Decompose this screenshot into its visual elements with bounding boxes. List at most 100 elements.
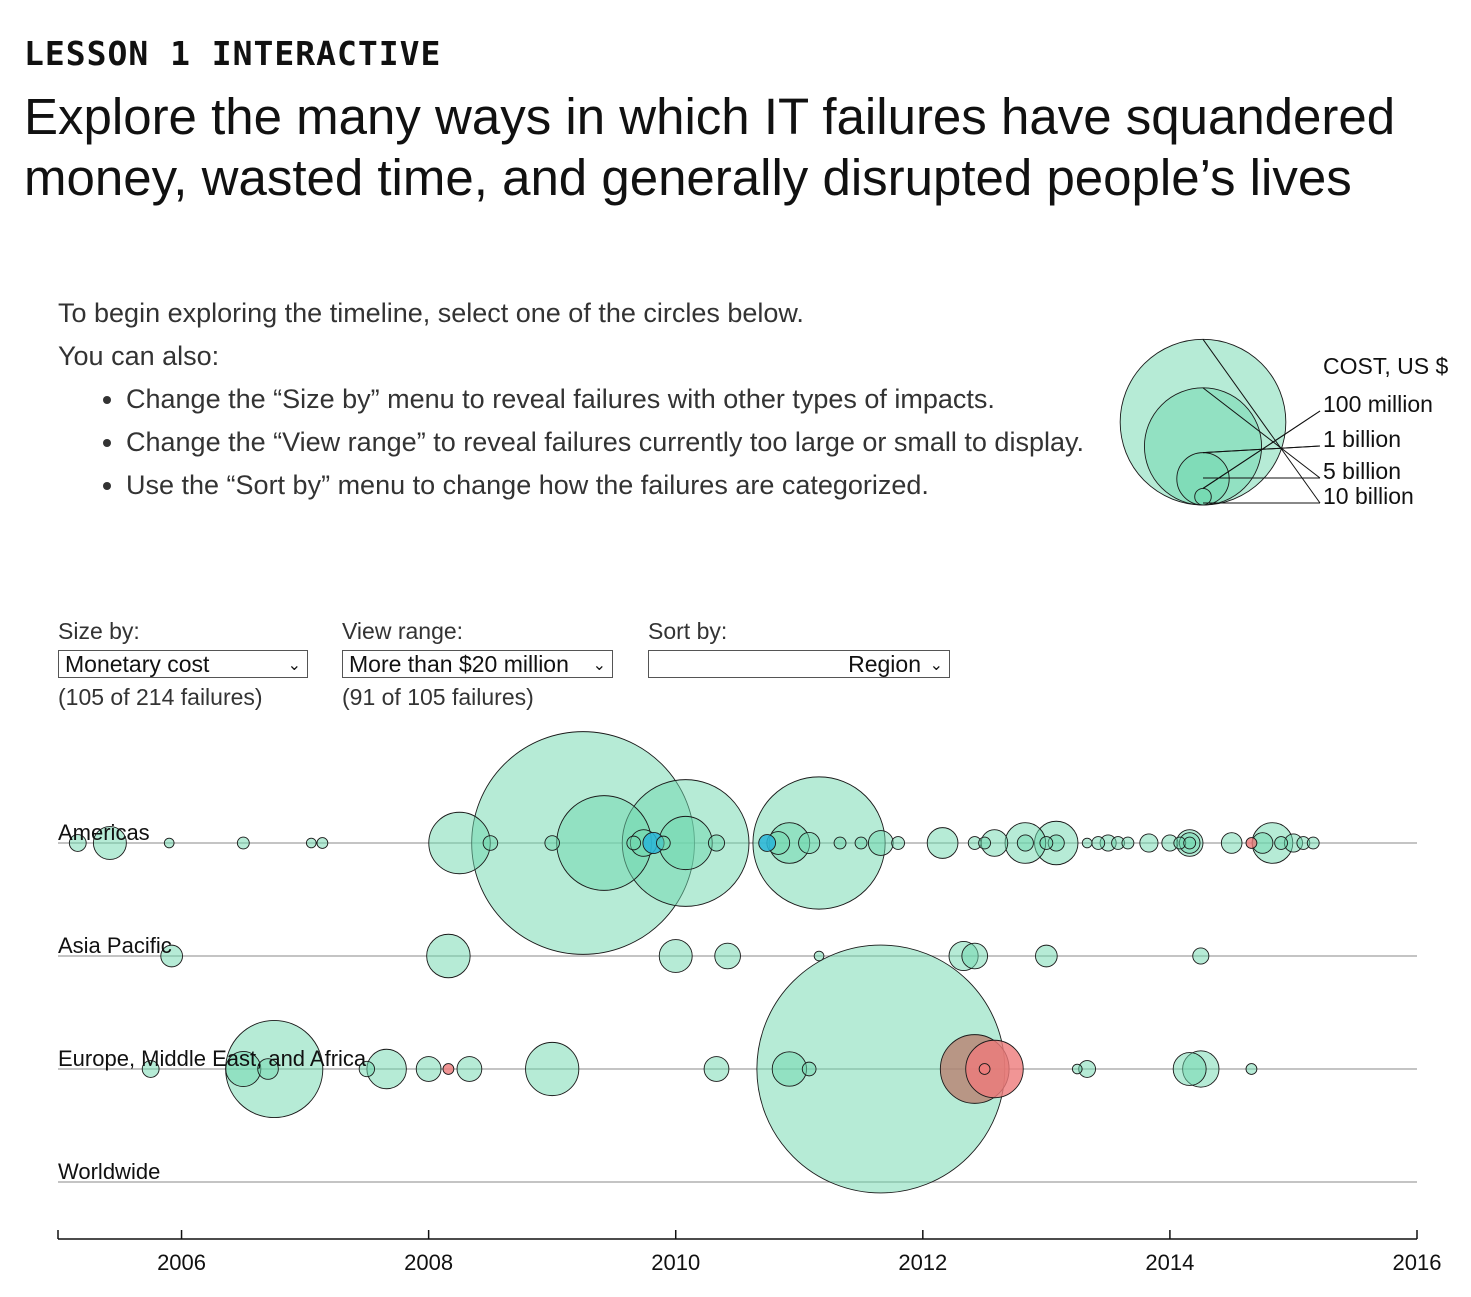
sort-by-select[interactable]: Region ⌄ [648,650,950,678]
row-label: Americas [58,820,150,845]
failure-bubble[interactable] [236,836,250,850]
failure-bubble[interactable] [482,835,499,851]
failure-bubble[interactable] [965,1039,1024,1099]
failure-bubble[interactable] [961,942,989,970]
failure-bubble[interactable] [1016,834,1034,852]
sort-by-label: Sort by: [648,618,728,644]
x-tick-label: 2006 [157,1250,206,1275]
failure-bubble[interactable] [703,1056,730,1082]
failure-bubble[interactable] [714,942,741,970]
legend-leader [1202,445,1321,454]
failure-timeline-chart: Americas Asia Pacific Europe, Middle East,… [57,731,1442,1275]
view-range-control: View range: More than $20 million ⌄ (91 … [342,616,613,711]
failure-bubble[interactable] [141,1060,160,1078]
failure-bubble[interactable] [707,834,726,852]
x-tick-label: 2012 [898,1250,947,1275]
failure-bubble[interactable] [813,950,825,962]
row-label: Europe, Middle East, and Africa [58,1046,367,1071]
size-by-select[interactable]: Monetary cost ⌄ [58,650,308,678]
failure-bubble[interactable] [926,827,959,859]
failure-bubble[interactable] [92,826,127,860]
failure-bubble[interactable] [1091,836,1106,850]
failure-bubble[interactable] [658,939,693,973]
failure-bubbles [68,731,1320,1194]
view-range-count: (91 of 105 failures) [342,684,534,710]
page-title: Explore the many ways in which IT failur… [24,88,1396,206]
failure-bubble[interactable] [442,1063,455,1075]
failure-bubble[interactable] [978,1063,991,1075]
failure-bubble[interactable] [525,1041,580,1097]
lesson-kicker: LESSON 1 INTERACTIVE [24,34,442,73]
x-tick-label: 2010 [651,1250,700,1275]
failure-bubble[interactable] [798,831,821,855]
instruction-item: Change the “View range” to reveal failur… [126,421,1098,464]
instruction-list: Change the “Size by” menu to reveal fail… [58,378,1098,507]
failure-bubble[interactable] [1035,944,1058,968]
failure-bubble[interactable] [1192,947,1210,965]
row-labels: Americas Asia Pacific Europe, Middle East,… [58,820,367,1184]
failure-bubble[interactable] [415,1056,442,1082]
intro-line: To begin exploring the timeline, select … [58,298,804,328]
failure-bubble[interactable] [1081,837,1093,849]
failure-bubble[interactable] [978,836,991,850]
failure-bubble[interactable] [160,944,183,968]
chevron-down-icon: ⌄ [592,657,606,674]
instructions: To begin exploring the timeline, select … [58,292,1098,507]
failure-bubble[interactable] [1172,1052,1207,1086]
failure-bubble[interactable] [1121,836,1135,850]
row-label: Worldwide [58,1159,160,1184]
legend-label: 100 million [1323,391,1433,417]
failure-bubble[interactable] [854,836,868,850]
size-by-control: Size by: Monetary cost ⌄ (105 of 214 fai… [58,616,308,711]
legend-leader [1202,339,1321,504]
x-tick-label: 2016 [1393,1250,1442,1275]
failure-bubble[interactable] [1039,836,1054,850]
failure-bubble[interactable] [68,834,87,852]
failure-bubble[interactable] [1183,836,1197,850]
intro-line: You can also: [58,341,220,371]
failure-bubble[interactable] [316,837,329,849]
failure-bubble[interactable] [257,1058,279,1080]
view-range-select[interactable]: More than $20 million ⌄ [342,650,613,678]
failure-bubble[interactable] [305,837,317,849]
chevron-down-icon: ⌄ [287,657,301,674]
failure-bubble[interactable] [1245,837,1258,849]
failure-bubble[interactable] [626,835,642,851]
failure-bubble[interactable] [1220,832,1243,854]
failure-bubble[interactable] [1139,833,1159,853]
legend-label: 1 billion [1323,426,1401,452]
chevron-down-icon: ⌄ [929,657,943,674]
failure-bubble[interactable] [833,836,847,850]
view-range-label: View range: [342,618,464,644]
failure-bubble[interactable] [428,811,491,875]
failure-bubble[interactable] [891,836,905,850]
failure-bubble[interactable] [1274,836,1288,850]
instruction-item: Change the “Size by” menu to reveal fail… [126,378,1098,421]
failure-bubble[interactable] [456,1056,483,1082]
failure-bubble[interactable] [758,834,777,852]
sort-by-value: Region [848,651,921,677]
view-range-value: More than $20 million [349,651,569,677]
failure-bubble[interactable] [1071,1063,1083,1075]
failure-bubble[interactable] [801,1061,817,1077]
x-tick-label: 2008 [404,1250,453,1275]
failure-bubble[interactable] [358,1060,375,1078]
sort-by-control: Sort by: Region ⌄ [648,616,950,678]
failure-bubble[interactable] [1306,836,1320,850]
failure-bubble[interactable] [544,835,560,851]
failure-bubble[interactable] [426,933,471,979]
row-label: Asia Pacific [58,933,172,958]
failure-bubble[interactable] [771,1051,808,1087]
x-tick-label: 2014 [1145,1250,1194,1275]
size-by-count: (105 of 214 failures) [58,684,263,710]
x-axis: 2006 2008 2010 2012 2014 2016 [57,1230,1442,1275]
failure-bubble[interactable] [1245,1063,1258,1075]
legend-title: COST, US $ [1323,353,1448,379]
size-by-label: Size by: [58,618,140,644]
failure-bubble[interactable] [656,835,671,851]
failure-bubble[interactable] [867,830,894,856]
size-by-value: Monetary cost [65,651,210,677]
failure-bubble[interactable] [163,837,175,849]
